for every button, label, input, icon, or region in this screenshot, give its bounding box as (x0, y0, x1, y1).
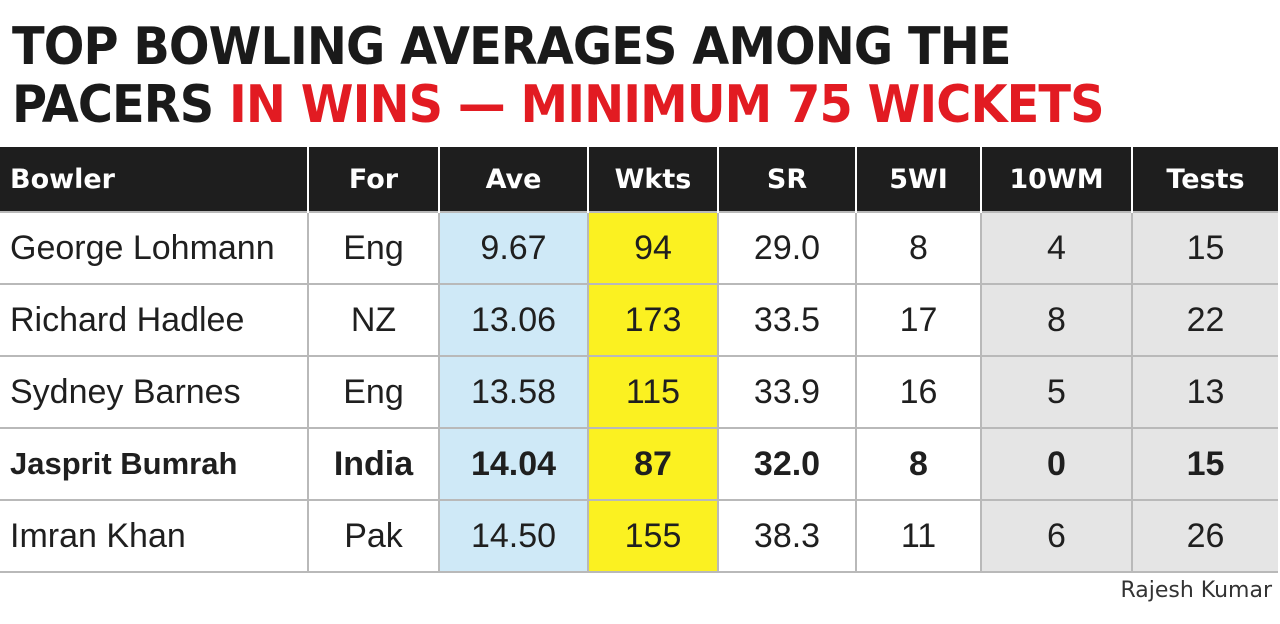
cell-bowler: George Lohmann (0, 211, 309, 285)
cell-for: NZ (307, 283, 440, 357)
cell-10wm: 8 (980, 283, 1133, 357)
cell-10wm: 6 (980, 499, 1133, 573)
cell-tests: 15 (1131, 211, 1278, 285)
cell-ave: 14.50 (438, 499, 589, 573)
cell-5wi: 16 (855, 355, 982, 429)
cell-tests: 13 (1131, 355, 1278, 429)
table-row: Imran Khan Pak 14.50 155 38.3 11 6 26 (0, 499, 1278, 573)
cell-for: Pak (307, 499, 440, 573)
cell-wkts: 173 (587, 283, 719, 357)
header-5wi: 5WI (855, 147, 982, 212)
cell-wkts: 94 (587, 211, 719, 285)
cell-5wi: 17 (855, 283, 982, 357)
cell-sr: 33.5 (717, 283, 857, 357)
cell-for: India (307, 427, 440, 501)
cell-ave: 13.58 (438, 355, 589, 429)
cell-10wm: 5 (980, 355, 1133, 429)
table-row: Richard Hadlee NZ 13.06 173 33.5 17 8 22 (0, 283, 1278, 357)
cell-for: Eng (307, 211, 440, 285)
table-row: George Lohmann Eng 9.67 94 29.0 8 4 15 (0, 211, 1278, 285)
title-line-1: TOP BOWLING AVERAGES AMONG THE (12, 17, 1012, 77)
cell-5wi: 11 (855, 499, 982, 573)
header-10wm: 10WM (980, 147, 1133, 212)
header-row: Bowler For Ave Wkts SR 5WI 10WM Tests (0, 147, 1278, 212)
cell-wkts: 155 (587, 499, 719, 573)
cell-5wi: 8 (855, 427, 982, 501)
title-line-2-black: PACERS (12, 75, 230, 135)
header-ave: Ave (438, 147, 589, 212)
cell-tests: 26 (1131, 499, 1278, 573)
chart-title: TOP BOWLING AVERAGES AMONG THE PACERS IN… (12, 18, 1162, 134)
cell-bowler: Jasprit Bumrah (0, 427, 309, 501)
cell-ave: 13.06 (438, 283, 589, 357)
cell-ave: 9.67 (438, 211, 589, 285)
cell-tests: 15 (1131, 427, 1278, 501)
header-wkts: Wkts (587, 147, 719, 212)
cell-bowler: Richard Hadlee (0, 283, 309, 357)
table-row: Sydney Barnes Eng 13.58 115 33.9 16 5 13 (0, 355, 1278, 429)
cell-ave: 14.04 (438, 427, 589, 501)
credit-line: Rajesh Kumar (1120, 578, 1272, 603)
cell-10wm: 0 (980, 427, 1133, 501)
cell-for: Eng (307, 355, 440, 429)
header-for: For (307, 147, 440, 212)
cell-sr: 32.0 (717, 427, 857, 501)
cell-wkts: 115 (587, 355, 719, 429)
bowling-stats-table: Bowler For Ave Wkts SR 5WI 10WM Tests Ge… (0, 147, 1278, 573)
title-line-2-red: IN WINS — MINIMUM 75 WICKETS (229, 75, 1105, 135)
cell-bowler: Imran Khan (0, 499, 309, 573)
cell-5wi: 8 (855, 211, 982, 285)
cell-wkts: 87 (587, 427, 719, 501)
cell-sr: 33.9 (717, 355, 857, 429)
table-row-highlighted: Jasprit Bumrah India 14.04 87 32.0 8 0 1… (0, 427, 1278, 501)
cell-bowler: Sydney Barnes (0, 355, 309, 429)
cell-10wm: 4 (980, 211, 1133, 285)
cell-sr: 29.0 (717, 211, 857, 285)
title-line-2: PACERS IN WINS — MINIMUM 75 WICKETS (12, 76, 1162, 134)
cell-tests: 22 (1131, 283, 1278, 357)
cell-sr: 38.3 (717, 499, 857, 573)
header-sr: SR (717, 147, 857, 212)
header-bowler: Bowler (0, 147, 309, 212)
header-tests: Tests (1131, 147, 1278, 212)
